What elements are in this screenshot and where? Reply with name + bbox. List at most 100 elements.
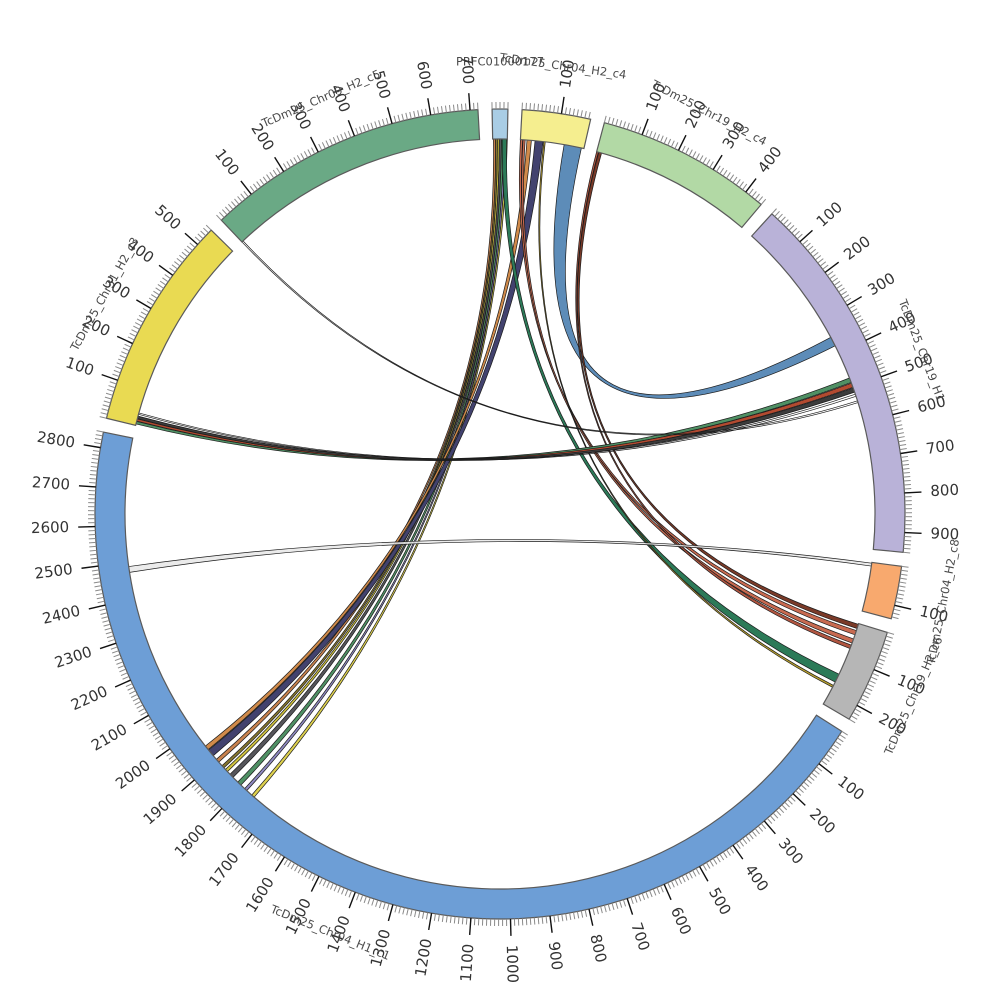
major-tick	[133, 714, 149, 725]
minor-tick	[465, 103, 467, 111]
major-tick	[904, 491, 922, 494]
minor-tick	[603, 115, 607, 123]
minor-tick	[757, 825, 764, 832]
minor-tick	[889, 400, 897, 404]
minor-tick	[157, 738, 164, 744]
minor-tick	[769, 815, 776, 822]
minor-tick	[840, 291, 847, 296]
tick-label: 2700	[31, 473, 70, 493]
minor-tick	[155, 287, 162, 293]
minor-tick	[448, 105, 451, 113]
minor-tick	[809, 248, 816, 255]
minor-tick	[816, 766, 823, 772]
minor-tick	[569, 912, 572, 920]
minor-tick	[154, 735, 162, 740]
minor-tick	[224, 206, 231, 213]
minor-tick	[304, 870, 309, 878]
minor-tick	[903, 475, 911, 478]
minor-tick	[699, 155, 704, 162]
minor-tick	[356, 893, 360, 901]
minor-tick	[775, 809, 782, 816]
minor-tick	[266, 847, 272, 855]
minor-tick	[848, 718, 856, 724]
minor-tick	[882, 377, 890, 381]
minor-tick	[363, 896, 367, 904]
minor-tick	[378, 120, 382, 128]
minor-tick	[371, 898, 375, 906]
tick-label: 700	[458, 55, 478, 85]
minor-tick	[603, 905, 607, 913]
minor-tick	[370, 122, 374, 130]
tick-label: 100	[63, 353, 96, 379]
major-tick	[698, 866, 709, 882]
minor-tick	[329, 882, 334, 890]
minor-tick	[533, 103, 535, 111]
minor-tick	[879, 654, 887, 658]
minor-tick	[186, 776, 193, 782]
minor-tick	[433, 913, 436, 921]
minor-tick	[293, 157, 298, 164]
minor-tick	[557, 914, 560, 922]
minor-tick	[89, 473, 97, 476]
minor-tick	[301, 868, 306, 876]
minor-tick	[808, 775, 815, 781]
minor-tick	[417, 110, 420, 118]
minor-tick	[287, 860, 292, 868]
minor-tick	[105, 631, 113, 635]
minor-tick	[811, 772, 818, 778]
minor-tick	[565, 913, 568, 921]
minor-tick	[896, 597, 904, 600]
segment-arc-TcDm25_Chr19_H2_c4	[595, 121, 763, 229]
segment-arc-TcDm25_Chr04_H1_c1	[94, 431, 843, 920]
minor-tick	[660, 885, 664, 893]
major-tick	[712, 154, 723, 170]
major-tick	[549, 915, 553, 933]
minor-tick	[367, 897, 371, 905]
minor-tick	[102, 404, 110, 408]
minor-tick	[92, 453, 100, 456]
minor-tick	[169, 267, 176, 273]
minor-tick	[815, 255, 822, 261]
link-ribbon-11	[521, 139, 855, 644]
minor-tick	[398, 906, 402, 914]
minor-tick	[882, 646, 890, 651]
tick-label: 200	[806, 805, 839, 838]
minor-tick	[283, 858, 289, 866]
tick-label: 200	[840, 232, 874, 264]
minor-tick	[529, 917, 532, 925]
minor-tick	[105, 392, 113, 396]
minor-tick	[289, 159, 295, 166]
major-tick	[116, 335, 133, 345]
minor-tick	[89, 477, 97, 480]
tick-label: 500	[151, 201, 184, 233]
minor-tick	[138, 314, 146, 320]
minor-tick	[142, 307, 150, 313]
minor-tick	[297, 866, 302, 874]
minor-tick	[273, 852, 279, 859]
major-tick	[386, 107, 393, 124]
minor-tick	[887, 631, 895, 635]
minor-tick	[97, 600, 105, 604]
minor-tick	[385, 117, 389, 125]
minor-tick	[440, 106, 443, 114]
ticks-layer	[78, 93, 922, 936]
minor-tick	[348, 890, 353, 898]
minor-tick	[355, 127, 359, 135]
minor-tick	[716, 165, 721, 172]
major-tick	[677, 134, 687, 151]
minor-tick	[637, 126, 642, 134]
major-tick	[114, 679, 131, 688]
minor-tick	[856, 318, 864, 323]
minor-tick	[199, 791, 206, 797]
minor-tick	[99, 608, 107, 612]
tick-label: 800	[586, 932, 610, 964]
minor-tick	[860, 697, 868, 703]
minor-tick	[695, 868, 700, 875]
minor-tick	[294, 864, 299, 872]
minor-tick	[858, 322, 866, 327]
minor-tick	[592, 908, 595, 916]
minor-tick	[719, 853, 725, 861]
minor-tick	[898, 585, 906, 588]
minor-tick	[745, 835, 751, 842]
